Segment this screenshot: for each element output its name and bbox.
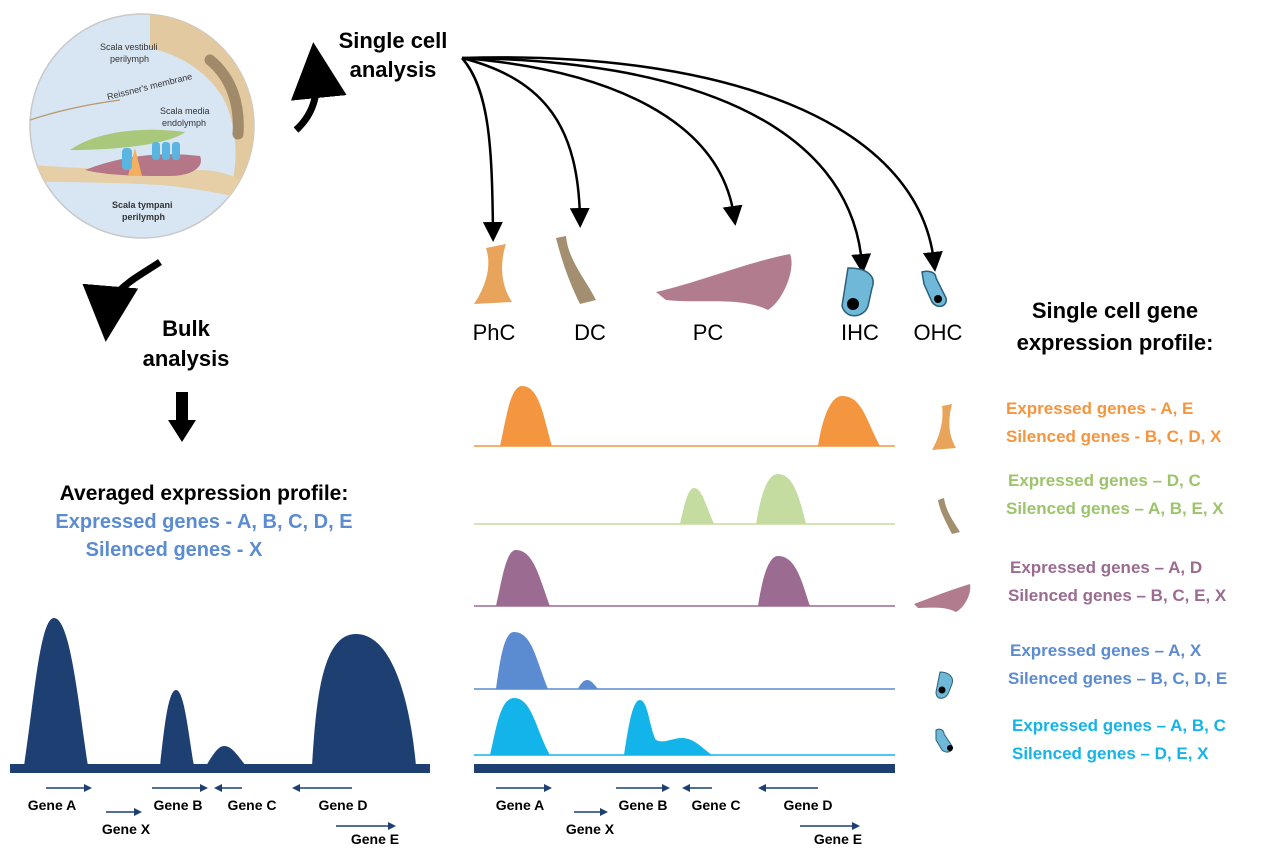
bulk-genome-bar <box>10 764 430 773</box>
bulk-gene-label-b: Gene B <box>153 797 202 813</box>
cell-shape-ohc <box>922 271 946 306</box>
bulk-gene-label-c: Gene C <box>227 797 276 813</box>
anat-label-perilymph-bottom: perilymph <box>122 212 165 222</box>
sc-gene-label-c: Gene C <box>691 797 740 813</box>
sc-gene-label-e: Gene E <box>814 831 862 847</box>
arrow-to-bulk <box>108 262 160 314</box>
avg-profile-title: Averaged expression profile: <box>60 482 349 505</box>
profile-icon-ohc <box>936 729 953 752</box>
bulk-expression-track <box>24 618 416 766</box>
single-cell-title-line2: analysis <box>350 57 437 82</box>
cell-shape-phc <box>474 244 512 304</box>
single-cell-genome-bar <box>474 764 895 773</box>
track-pc <box>474 550 895 606</box>
profile-ohc-expressed: Expressed genes – A, B, C <box>1012 716 1226 735</box>
track-dc <box>474 474 895 524</box>
cell-shape-ihc <box>842 268 873 316</box>
profile-phc-silenced: Silenced genes - B, C, D, X <box>1006 427 1222 446</box>
anat-label-scala-media: Scala media <box>160 106 210 116</box>
profile-dc-silenced: Silenced genes – A, B, E, X <box>1006 499 1224 518</box>
cochlea-illustration: Scala vestibuli perilymph Reissner's mem… <box>30 14 262 238</box>
profiles-title-line1: Single cell gene <box>1032 298 1198 323</box>
arrow-to-single-cell <box>296 70 317 130</box>
bulk-down-arrow <box>168 392 196 442</box>
sc-gene-label-d: Gene D <box>783 797 832 813</box>
profile-pc-expressed: Expressed genes – A, D <box>1010 558 1202 577</box>
profile-ihc-expressed: Expressed genes – A, X <box>1010 641 1202 660</box>
anat-label-perilymph-top: perilymph <box>110 54 149 64</box>
cell-label-dc: DC <box>574 320 606 345</box>
cell-shape-pc <box>656 254 792 310</box>
track-phc <box>474 386 895 446</box>
profile-ohc-silenced: Silenced genes – D, E, X <box>1012 744 1209 763</box>
sc-gene-label-b: Gene B <box>618 797 667 813</box>
profile-icon-pc <box>914 584 970 612</box>
sc-gene-label-x: Gene X <box>566 821 615 837</box>
sc-gene-label-a: Gene A <box>496 797 545 813</box>
profile-phc-expressed: Expressed genes - A, E <box>1006 399 1193 418</box>
profile-icon-dc <box>938 498 960 534</box>
anat-label-endolymph: endolymph <box>162 118 206 128</box>
bulk-gene-label-e: Gene E <box>351 831 399 847</box>
cell-label-ihc: IHC <box>841 320 879 345</box>
single-cell-title-line1: Single cell <box>339 28 448 53</box>
profile-pc-silenced: Silenced genes – B, C, E, X <box>1008 586 1227 605</box>
bulk-title-line2: analysis <box>143 346 230 371</box>
profiles-title-line2: expression profile: <box>1017 330 1214 355</box>
cell-label-ohc: OHC <box>914 320 963 345</box>
anat-label-scala-tympani: Scala tympani <box>112 200 173 210</box>
bulk-title-line1: Bulk <box>162 316 210 341</box>
cell-shape-dc <box>556 236 596 304</box>
profile-dc-expressed: Expressed genes – D, C <box>1008 471 1201 490</box>
track-ihc <box>474 632 895 689</box>
avg-expressed-genes: Expressed genes - A, B, C, D, E <box>55 511 352 533</box>
anat-label-scala-vestibuli: Scala vestibuli <box>100 42 158 52</box>
profile-icon-ihc <box>936 672 953 698</box>
cell-label-phc: PhC <box>473 320 516 345</box>
bulk-gene-label-x: Gene X <box>102 821 151 837</box>
track-ohc <box>474 698 895 755</box>
profile-icon-phc <box>932 404 956 450</box>
single-cell-arrows <box>462 57 934 264</box>
cell-label-pc: PC <box>693 320 724 345</box>
profile-ihc-silenced: Silenced genes – B, C, D, E <box>1008 669 1227 688</box>
bulk-gene-label-d: Gene D <box>318 797 367 813</box>
bulk-gene-label-a: Gene A <box>28 797 77 813</box>
avg-silenced-genes: Silenced genes - X <box>86 539 263 561</box>
